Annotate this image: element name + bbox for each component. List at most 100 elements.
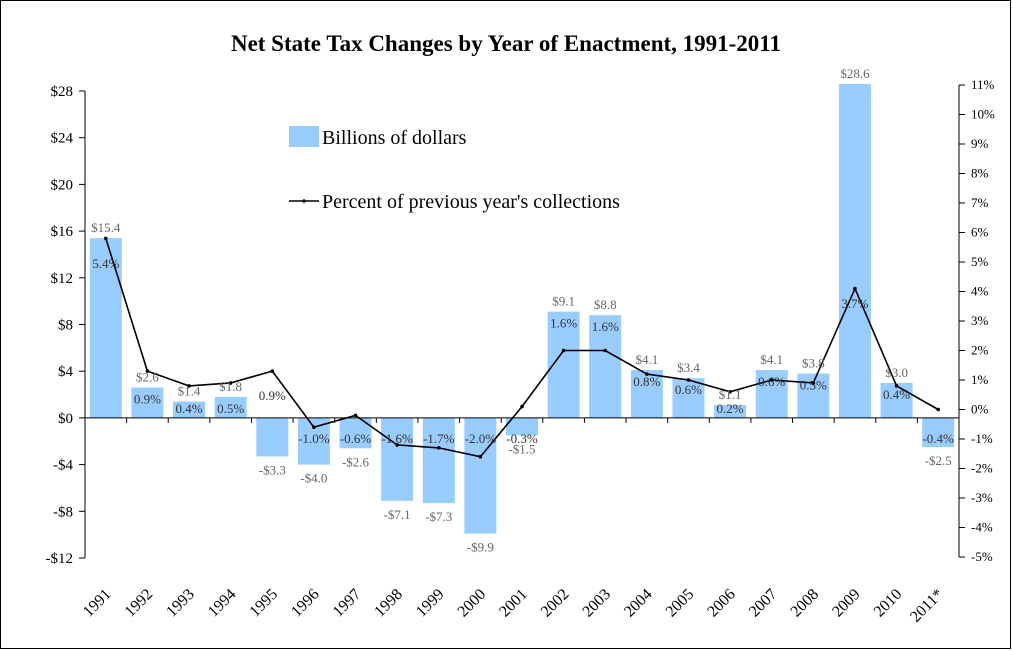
x-axis-label-1993: 1993: [163, 586, 198, 621]
bar-2010: [880, 382, 913, 418]
right-axis-tick-label: 6%: [971, 225, 989, 240]
percent-marker-2011*: [936, 407, 940, 412]
percent-label: 0.6%: [758, 374, 785, 389]
percent-marker-1991: [104, 236, 108, 241]
bar-value-label: -$4.0: [300, 471, 327, 486]
bar-value-label: $15.4: [91, 220, 121, 235]
left-axis-tick-label: $20: [51, 177, 74, 193]
bar-value-label: $2.6: [136, 370, 159, 385]
percent-label: 0.4%: [883, 387, 910, 402]
left-axis-tick-label: $4: [58, 364, 74, 380]
left-axis-tick-label: $24: [51, 131, 74, 147]
x-axis-label-2006: 2006: [704, 586, 739, 621]
percent-label: 3.7%: [841, 296, 868, 311]
left-axis-tick-label: $16: [51, 224, 74, 240]
bar-1994: [214, 396, 247, 418]
x-axis-label-1991: 1991: [80, 586, 115, 621]
legend-swatch-bars: [289, 126, 319, 147]
x-axis-label-1997: 1997: [330, 586, 365, 621]
percent-marker-1997: [353, 413, 358, 418]
legend-label-bars: Billions of dollars: [322, 127, 467, 149]
percent-marker-2008: [811, 381, 816, 385]
right-axis-tick-label: 10%: [971, 107, 995, 122]
percent-marker-2003: [603, 348, 608, 353]
percent-label: 0.8%: [633, 374, 660, 389]
bar-1998: [381, 417, 414, 501]
x-axis-label-1994: 1994: [205, 586, 240, 621]
percent-marker-2009: [853, 286, 857, 291]
percent-marker-1992: [145, 369, 150, 373]
right-axis-tick-label: 5%: [971, 254, 989, 269]
percent-marker-2005: [686, 378, 691, 382]
percent-label: -2.0%: [465, 431, 497, 446]
x-axis-label-2007: 2007: [746, 586, 781, 621]
bar-value-label: $1.1: [719, 387, 742, 402]
bar-value-label: $9.1: [552, 294, 575, 309]
x-axis-label-2010: 2010: [871, 586, 906, 621]
left-axis-tick-label: $8: [58, 318, 73, 334]
percent-marker-1994: [228, 381, 233, 385]
percent-marker-1993: [187, 384, 191, 388]
bar-value-label: $4.1: [760, 352, 783, 367]
bar-value-label: $4.1: [635, 352, 658, 367]
bar-value-label: $3.4: [677, 360, 700, 375]
percent-marker-2002: [561, 348, 566, 353]
right-axis-tick-label: 3%: [971, 313, 989, 328]
right-axis-tick-label: 9%: [971, 136, 989, 151]
x-axis-label-2009: 2009: [829, 586, 864, 621]
bar-value-label: -$7.1: [384, 507, 411, 522]
percent-label: 0.5%: [800, 378, 827, 393]
right-axis-tick-label: 1%: [971, 372, 989, 387]
bar-1995: [256, 417, 289, 457]
percent-label: -0.3%: [506, 431, 538, 446]
percent-label: 0.2%: [717, 401, 744, 416]
bar-value-label: $1.4: [178, 384, 201, 399]
left-axis-tick-label: $28: [51, 84, 74, 100]
percent-label: 0.6%: [675, 382, 702, 397]
x-axis-label-2004: 2004: [621, 586, 656, 621]
right-axis-tick-label: 11%: [971, 77, 995, 92]
right-axis-tick-label: 7%: [971, 195, 989, 210]
bar-value-label: $1.8: [219, 379, 242, 394]
x-axis-label-2003: 2003: [579, 586, 614, 621]
x-axis-label-1998: 1998: [371, 586, 406, 621]
percent-label: 5.4%: [92, 256, 119, 271]
bar-value-label: $28.6: [840, 66, 870, 81]
bar-2009: [838, 83, 871, 418]
percent-marker-2006: [728, 390, 732, 394]
x-axis-label-1992: 1992: [122, 586, 157, 621]
bar-2003: [589, 315, 622, 418]
bar-2007: [755, 370, 788, 418]
bar-value-label: -$1.5: [508, 441, 535, 456]
right-axis-tick-label: 8%: [971, 166, 989, 181]
percent-marker-1995: [270, 369, 275, 373]
x-axis-label-1995: 1995: [246, 586, 281, 621]
bar-value-label: $8.8: [594, 297, 617, 312]
percent-label: 1.6%: [550, 316, 577, 331]
bar-value-label: $3.8: [802, 356, 825, 371]
percent-marker-2010: [894, 384, 899, 388]
percent-label: 0.4%: [176, 401, 203, 416]
x-axis-label-2011*: 2011*: [907, 586, 947, 626]
right-axis-tick-label: 4%: [971, 284, 989, 299]
bar-1999: [422, 417, 455, 504]
bar-1991: [89, 238, 122, 418]
bar-value-label: -$3.3: [259, 462, 286, 477]
x-axis-label-2008: 2008: [788, 586, 823, 621]
percent-marker-1999: [436, 446, 441, 450]
right-axis-tick-label: 2%: [971, 343, 989, 358]
bar-2004: [630, 370, 663, 418]
percent-label: 0.9%: [259, 388, 286, 403]
x-axis-label-1999: 1999: [413, 586, 448, 621]
percent-label: 1.6%: [592, 319, 619, 334]
percent-label: 0.9%: [134, 392, 161, 407]
bar-2011*: [922, 417, 955, 448]
left-axis-tick-label: -$4: [53, 458, 73, 474]
percent-marker-2007: [769, 378, 774, 382]
right-axis-tick-label: -2%: [971, 461, 993, 476]
bar-2000: [464, 417, 497, 534]
x-axis-label-2005: 2005: [663, 586, 698, 621]
percent-marker-2000: [478, 454, 483, 459]
percent-label: -1.7%: [423, 431, 455, 446]
percent-label: 0.5%: [217, 401, 244, 416]
